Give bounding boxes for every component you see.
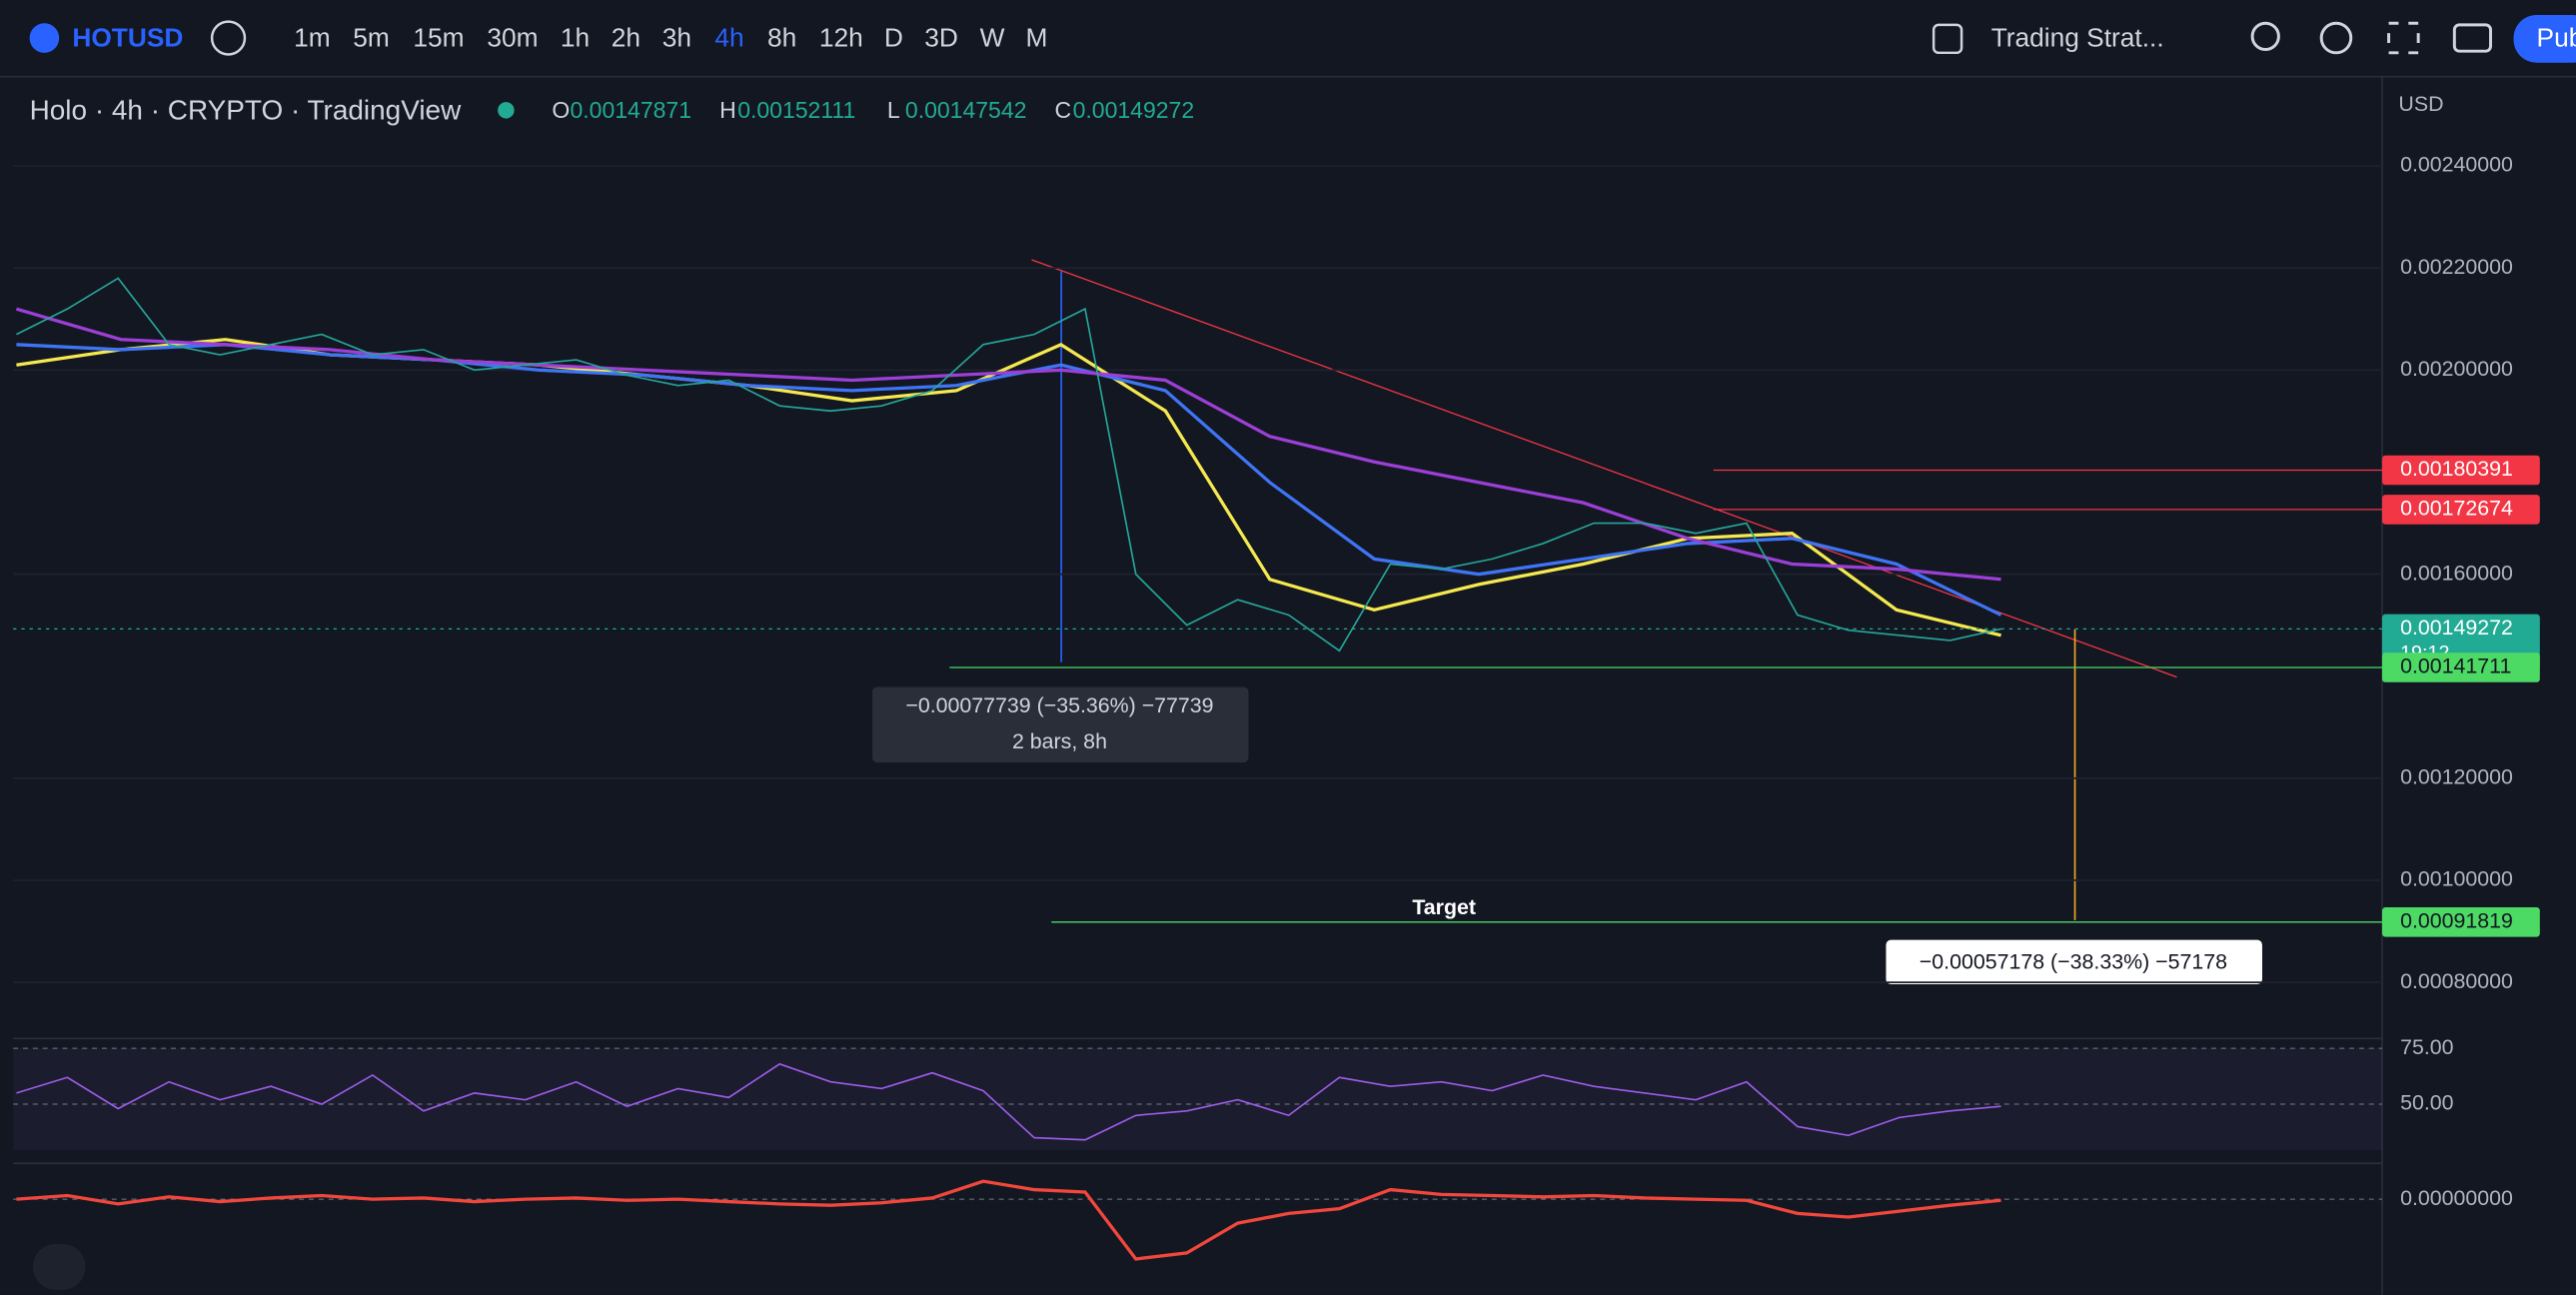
moving-average <box>15 307 2001 582</box>
currency[interactable]: USD <box>2398 92 2443 116</box>
price-tag-label: 0.00149272 <box>2400 616 2513 640</box>
moving-average <box>16 343 2002 617</box>
ohlc-value: 0.00147871 <box>571 97 692 123</box>
fullscreen-icon[interactable] <box>2387 21 2420 55</box>
ohlc-key: H <box>719 97 736 123</box>
price-tag <box>2381 455 2540 486</box>
price-tag-label: 0.00180391 <box>2400 457 2513 481</box>
macd-tick-label: 0.00000000 <box>2400 1186 2513 1210</box>
timeframe[interactable]: 30m <box>487 23 538 53</box>
price-tag <box>2381 906 2540 937</box>
price-tag <box>2381 652 2540 682</box>
symbol[interactable]: HOTUSD <box>72 23 183 53</box>
y-tick-label: 0.00220000 <box>2400 255 2513 279</box>
rsi-tick-label: 75.00 <box>2400 1035 2454 1059</box>
symbol-icon[interactable] <box>29 23 60 53</box>
timeframe[interactable]: D <box>884 23 903 53</box>
y-tick-label: 0.00240000 <box>2400 153 2513 177</box>
measure-box <box>1886 939 2262 985</box>
price-tag-label: 0.00141711 <box>2400 654 2511 678</box>
rsi-tick-label: 50.00 <box>2400 1091 2454 1115</box>
timeframe[interactable]: 8h <box>767 23 796 53</box>
search-icon[interactable] <box>2250 21 2280 52</box>
price-tag-label: 0.00091819 <box>2400 908 2513 932</box>
ohlc-value: 0.00152111 <box>737 97 855 123</box>
chart-title: Holo · 4h · CRYPTO · TradingView <box>30 94 462 125</box>
y-tick-label: 0.00080000 <box>2400 969 2513 993</box>
settings-icon[interactable] <box>2319 21 2353 55</box>
market-status <box>498 102 515 119</box>
timeframe[interactable]: 1h <box>561 23 590 53</box>
toolbar <box>0 0 2576 76</box>
timeframe[interactable]: 12h <box>819 23 863 53</box>
price-tag <box>2381 495 2540 525</box>
timeframe[interactable]: 4h <box>714 23 743 53</box>
timeframe[interactable]: 2h <box>612 23 641 53</box>
y-tick-label: 0.00200000 <box>2400 357 2513 381</box>
target-label: Target <box>1412 895 1476 919</box>
publish-button[interactable] <box>2513 15 2576 63</box>
timeframe[interactable]: 3h <box>662 23 691 53</box>
rsi-line <box>16 1062 2001 1141</box>
macd-line <box>16 1179 2001 1261</box>
price-tag-label: 0.00172674 <box>2400 497 2513 521</box>
ohlc-value: 0.00149272 <box>1073 97 1195 123</box>
ohlc-key: C <box>1055 97 1072 123</box>
timeframe[interactable]: 15m <box>413 23 464 53</box>
y-tick-label: 0.00100000 <box>2400 867 2513 891</box>
measure-text: 2 bars, 8h <box>1012 729 1107 753</box>
timeframe[interactable]: 1m <box>294 23 331 53</box>
add-symbol[interactable] <box>210 20 247 56</box>
layout-name[interactable]: Trading Strat... <box>1991 23 2164 53</box>
logo <box>32 1243 86 1290</box>
timeframe[interactable]: 3D <box>924 23 958 53</box>
price-line <box>16 277 2001 652</box>
snapshot-icon[interactable] <box>2452 23 2492 53</box>
layout-icon[interactable] <box>1932 23 1963 55</box>
ohlc-value: 0.00147542 <box>905 97 1027 123</box>
y-tick-label: 0.00120000 <box>2400 765 2513 789</box>
ohlc-key: L <box>887 97 900 123</box>
timeframe[interactable]: M <box>1025 23 1047 53</box>
publish-label[interactable]: Pub <box>2537 23 2576 53</box>
timeframe[interactable]: 5m <box>353 23 390 53</box>
measure-text: −0.00077739 (−35.36%) −77739 <box>905 693 1213 717</box>
timeframe[interactable]: W <box>980 23 1005 53</box>
measure-text: −0.00057178 (−38.33%) −57178 <box>1920 949 2227 973</box>
y-tick-label: 0.00160000 <box>2400 561 2513 585</box>
ohlc-key: O <box>552 97 570 123</box>
measure-box <box>872 686 1249 763</box>
rsi-band <box>13 1048 2382 1151</box>
